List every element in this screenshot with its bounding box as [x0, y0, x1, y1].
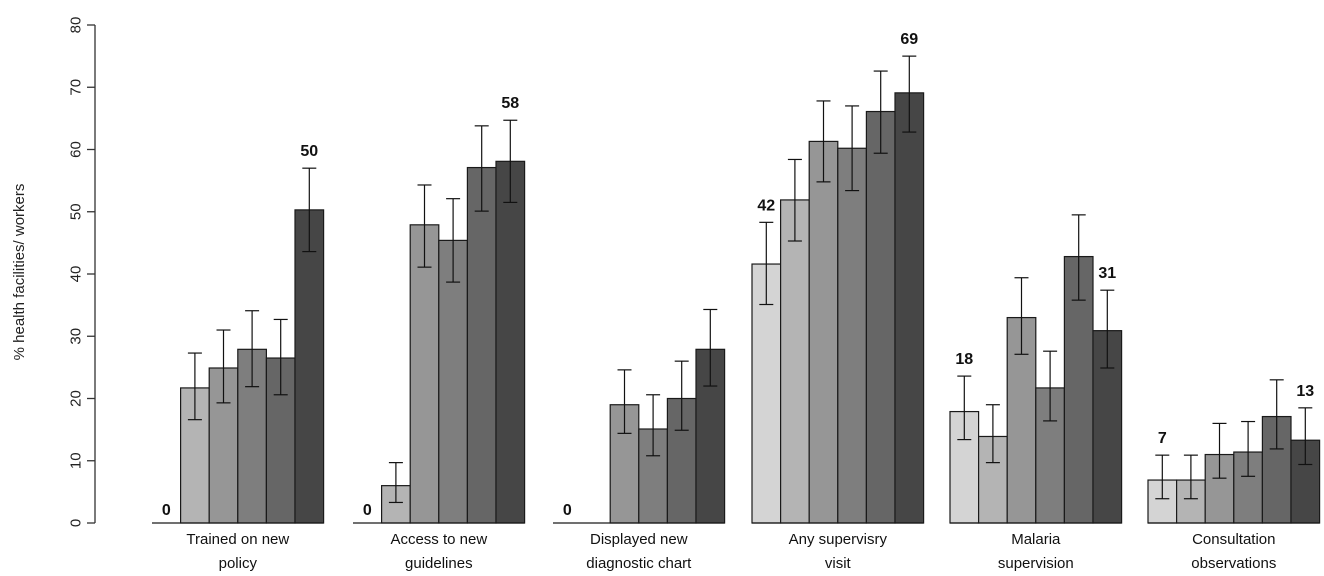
bar [495, 160, 526, 524]
bar [1147, 479, 1178, 524]
value-label: 0 [363, 502, 372, 519]
value-label: 0 [563, 502, 572, 519]
y-tick-label: 30 [67, 328, 84, 345]
value-label: 50 [300, 143, 318, 160]
value-label: 13 [1296, 383, 1314, 400]
y-tick-label: 50 [67, 203, 84, 220]
bar [779, 199, 810, 524]
bar-groups [152, 55, 1321, 524]
y-axis: 0 10 20 30 40 50 60 70 80 [67, 17, 96, 527]
bar [837, 147, 867, 524]
y-tick-label: 20 [67, 390, 84, 407]
bar [294, 209, 325, 524]
bar-group [353, 119, 526, 524]
category-label: diagnostic chart [586, 555, 692, 572]
value-label: 0 [162, 502, 171, 519]
bar [438, 239, 468, 524]
bar [466, 166, 497, 524]
bar-group [553, 308, 726, 524]
category-label: Access to new [390, 531, 487, 548]
category-label: Consultation [1192, 531, 1275, 548]
category-label: Any supervisry [789, 531, 888, 548]
category-label: supervision [998, 555, 1074, 572]
bar [894, 92, 925, 524]
value-label: 31 [1098, 265, 1116, 282]
value-labels: 0 50 0 58 0 42 69 18 31 7 13 [162, 31, 1314, 519]
y-axis-title: % health facilities/ workers [11, 184, 28, 361]
bar [409, 224, 440, 524]
value-label: 7 [1158, 430, 1167, 447]
bar-group [1147, 379, 1321, 524]
value-label: 58 [501, 95, 519, 112]
category-labels: Trained on new policy Access to new guideli… [186, 531, 1276, 572]
value-label: 69 [900, 31, 918, 48]
y-tick-label: 40 [67, 266, 84, 283]
bar [865, 110, 896, 524]
y-tick-label: 0 [67, 519, 84, 527]
category-label: policy [219, 555, 258, 572]
value-label: 18 [955, 351, 973, 368]
y-tick-label: 70 [67, 79, 84, 96]
category-label: observations [1191, 555, 1276, 572]
bar [751, 263, 782, 524]
bar [1063, 255, 1094, 524]
bar [808, 140, 839, 524]
value-label: 42 [757, 197, 775, 214]
y-tick-label: 60 [67, 141, 84, 158]
category-label: visit [825, 555, 852, 572]
category-label: guidelines [405, 555, 473, 572]
bar-group [152, 167, 325, 524]
category-label: Malaria [1011, 531, 1061, 548]
y-tick-label: 80 [67, 17, 84, 34]
bar-group [949, 214, 1123, 524]
y-tick-label: 10 [67, 452, 84, 469]
category-label: Displayed new [590, 531, 688, 548]
category-label: Trained on new [186, 531, 289, 548]
bar [1290, 439, 1321, 524]
bar-group [751, 55, 925, 524]
